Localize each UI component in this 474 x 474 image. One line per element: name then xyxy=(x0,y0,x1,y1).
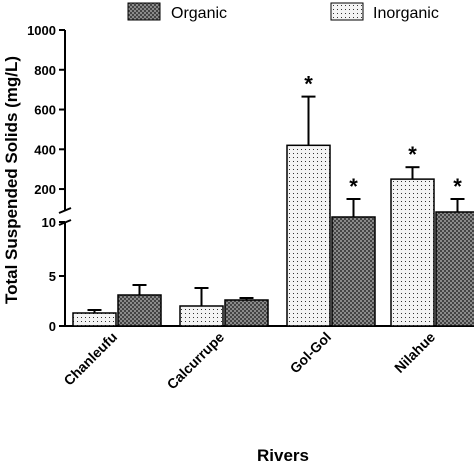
significance-marks: * * * * xyxy=(304,72,462,199)
legend-swatch-inorganic xyxy=(330,2,364,21)
y-tick-label: 5 xyxy=(49,269,56,284)
significance-star: * xyxy=(408,142,417,167)
y-tick-label: 200 xyxy=(34,182,56,197)
legend-swatch-organic xyxy=(127,2,161,21)
y-tick-label: 1000 xyxy=(27,23,56,38)
bar-organic-calcurrupe xyxy=(224,299,269,327)
legend-label-organic: Organic xyxy=(171,5,227,22)
y-tick-label: 0 xyxy=(49,319,56,334)
x-category-label: Chanleufu xyxy=(60,329,120,389)
y-tick-label: 600 xyxy=(34,103,56,118)
y-tick-label: 800 xyxy=(34,63,56,78)
y-axis-title: Total Suspended Solids (mg/L) xyxy=(2,56,21,304)
legend-label-inorganic: Inorganic xyxy=(373,5,439,22)
bar-inorganic-calcurrupe xyxy=(179,305,224,327)
category-labels: Chanleufu Calcurrupe Gol-Gol Nilahue xyxy=(60,329,438,393)
axis-break-mark xyxy=(58,207,72,214)
error-bars xyxy=(87,95,465,313)
bar-inorganic-chanleufu xyxy=(72,312,117,327)
x-category-label: Gol-Gol xyxy=(287,329,335,377)
significance-star: * xyxy=(349,174,358,199)
y-tick-label: 10 xyxy=(42,215,56,230)
bar-organic-gol-gol xyxy=(331,216,376,327)
significance-star: * xyxy=(304,72,313,97)
y-tick-label: 400 xyxy=(34,142,56,157)
bar-organic-nilahue xyxy=(435,211,474,327)
x-category-label: Nilahue xyxy=(391,329,438,376)
significance-star: * xyxy=(453,174,462,199)
bars xyxy=(72,144,474,327)
bar-inorganic-nilahue xyxy=(390,178,435,327)
bar-organic-chanleufu xyxy=(117,294,162,327)
x-category-label: Calcurrupe xyxy=(164,329,228,393)
legend: Organic Inorganic xyxy=(127,2,439,22)
x-axis-title: Rivers xyxy=(257,446,309,465)
bar-inorganic-gol-gol xyxy=(286,144,331,327)
